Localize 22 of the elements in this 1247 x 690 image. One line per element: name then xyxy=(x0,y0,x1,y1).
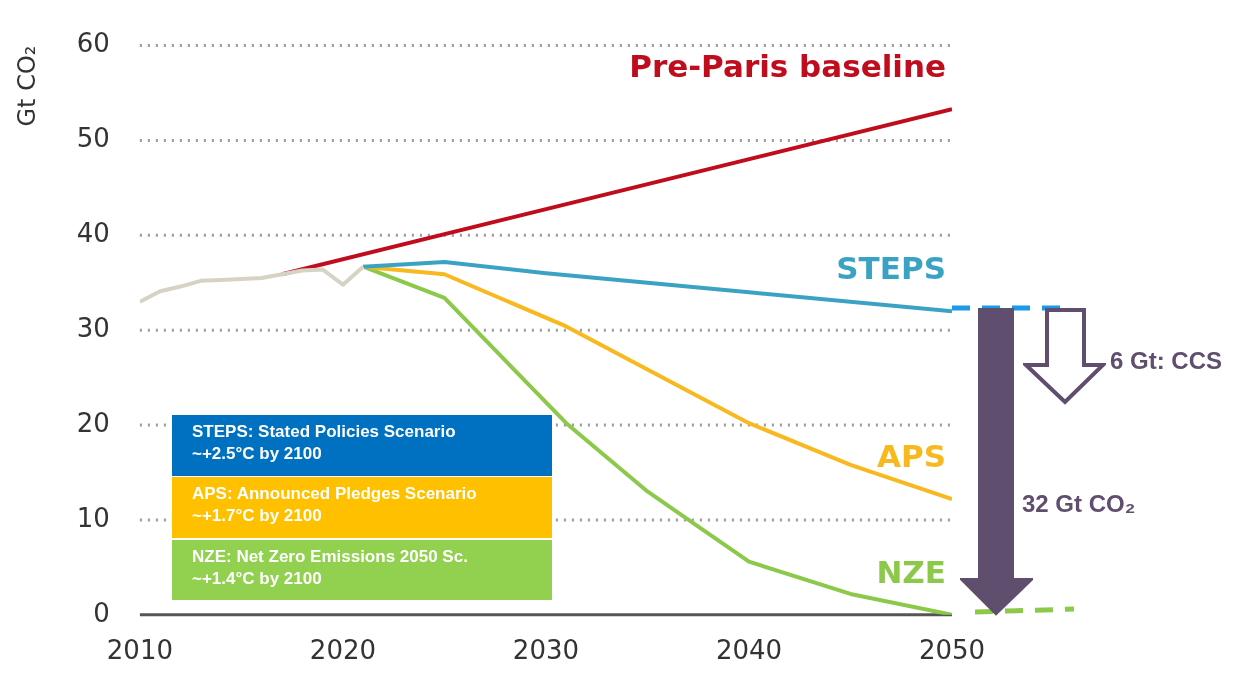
y-tick-label: 60 xyxy=(76,28,110,59)
label-box: APS: Announced Pledges Scenario ~+1.7°C by 2100 xyxy=(172,477,552,538)
x-tick-label: 2040 xyxy=(715,635,783,666)
x-tick-label: 2020 xyxy=(309,635,376,666)
y-tick-label: 40 xyxy=(76,218,110,249)
y-tick-label: 20 xyxy=(76,407,110,438)
text: 6 Gt: CCS xyxy=(1110,347,1223,375)
x-tick-label: 2030 xyxy=(512,635,580,666)
y-tick-label: 50 xyxy=(76,123,110,154)
x-tick-label: 2010 xyxy=(106,635,173,666)
series-label: STEPS xyxy=(836,250,946,287)
x-tick-label: 2050 xyxy=(918,635,986,666)
label-box: NZE: Net Zero Emissions 2050 Sc. ~+1.4°C by 2100 xyxy=(172,540,552,600)
y-axis-title: Gt CO₂ xyxy=(12,45,41,127)
series-label: NZE xyxy=(876,553,946,590)
label-box: STEPS: Stated Policies Scenario ~+2.5°C by 2100 xyxy=(172,415,552,476)
series-label: Pre-Paris baseline xyxy=(629,48,946,85)
y-tick-label: 0 xyxy=(93,597,110,628)
y-tick-label: 30 xyxy=(76,312,110,343)
text: 32 Gt CO₂ xyxy=(1022,490,1136,518)
y-tick-label: 10 xyxy=(76,502,110,533)
series-label: APS xyxy=(876,438,946,475)
